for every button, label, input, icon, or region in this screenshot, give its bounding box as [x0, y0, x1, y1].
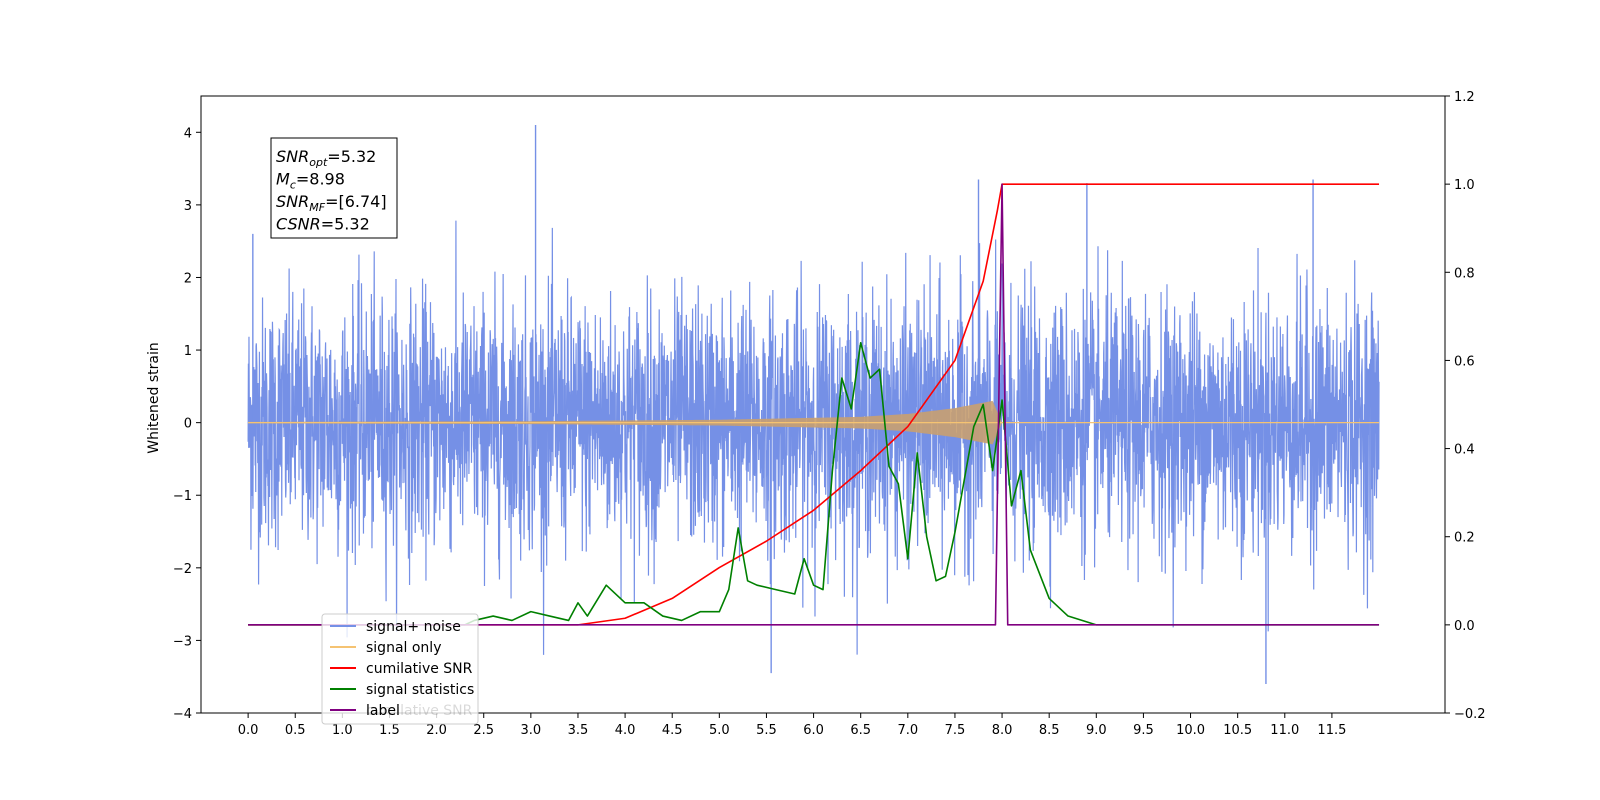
y-left-tick-label: 1 [184, 344, 192, 359]
x-tick-label: 4.0 [615, 723, 636, 738]
y-right-tick-label: 0.0 [1454, 619, 1475, 634]
series-label [248, 183, 1380, 626]
stats-line: SNRopt=5.32 [276, 147, 376, 169]
plot-area [247, 125, 1380, 684]
y-right-tick-label: 0.2 [1454, 531, 1475, 546]
x-tick-label: 6.5 [850, 723, 871, 738]
y-right-tick-label: 0.8 [1454, 266, 1475, 281]
legend-box [321, 613, 479, 725]
stats-line: SNRMF=[6.74] [276, 192, 387, 214]
y-left-tick-label: −3 [173, 634, 192, 649]
x-tick-label: 10.5 [1223, 723, 1252, 738]
stats-line: Mc=8.98 [276, 170, 345, 192]
series-cumilative-snr [248, 183, 1380, 626]
y-left-tick-label: −2 [173, 562, 192, 577]
x-tick-label: 11.0 [1270, 723, 1299, 738]
legend-entry: signal statistics [366, 682, 474, 698]
x-tick-label: 11.5 [1317, 723, 1346, 738]
x-tick-label: 8.0 [992, 723, 1013, 738]
legend-faded-entry: cumilative SNR [366, 703, 473, 719]
y-left-tick-label: 3 [184, 199, 192, 214]
x-tick-label: 3.5 [568, 723, 589, 738]
x-tick-label: 10.0 [1176, 723, 1205, 738]
axes: 0.0 0.5 1.0 1.5 2.0 2.5 3.0 3.5 4.0 4.5 5.0 5.5 6.0 6… [173, 90, 1486, 738]
x-tick-label: 4.5 [662, 723, 683, 738]
legend-entry: label [366, 703, 400, 719]
stats-line: CSNR=5.32 [276, 215, 370, 234]
x-tick-label: 0.0 [238, 723, 259, 738]
x-tick-label: 6.0 [803, 723, 824, 738]
y-left-tick-label: −1 [173, 489, 192, 504]
y-left-tick-label: 0 [184, 417, 192, 432]
x-tick-label: 2.5 [473, 723, 494, 738]
x-tick-label: 1.0 [332, 723, 353, 738]
series-signal-statistics [248, 342, 1380, 626]
legend-entry: cumilative SNR [366, 661, 473, 677]
x-tick-label: 9.0 [1086, 723, 1107, 738]
y-axis-label: Whitened strain [146, 342, 162, 453]
y-left-tick-label: 2 [184, 271, 192, 286]
y-right-tick-label: 0.6 [1454, 354, 1475, 369]
y-left-tick-label: 4 [184, 126, 192, 141]
y-right-tick-label: 0.4 [1454, 443, 1475, 458]
x-tick-label: 2.0 [426, 723, 447, 738]
x-tick-label: 9.5 [1133, 723, 1154, 738]
x-tick-label: 0.5 [285, 723, 306, 738]
y-left-tick-label: −4 [173, 707, 192, 722]
x-tick-label: 7.0 [897, 723, 918, 738]
x-tick-label: 5.0 [709, 723, 730, 738]
y-right-tick-label: 1.0 [1454, 178, 1475, 193]
series-signal-plus-noise [247, 220, 1380, 655]
legend: signal+ noise signal only cumilative SNR si… [321, 613, 479, 725]
axes-frame [200, 95, 1446, 714]
legend-entry: signal only [366, 640, 441, 656]
x-tick-label: 3.0 [521, 723, 542, 738]
legend-entry: signal+ noise [366, 619, 461, 635]
stats-box [270, 137, 398, 239]
y-right-tick-label: 1.2 [1454, 90, 1475, 105]
x-tick-label: 1.5 [379, 723, 400, 738]
y-right-tick-label: −0.2 [1454, 707, 1486, 722]
x-tick-label: 7.5 [945, 723, 966, 738]
x-tick-label: 5.5 [756, 723, 777, 738]
x-tick-label: 8.5 [1039, 723, 1060, 738]
